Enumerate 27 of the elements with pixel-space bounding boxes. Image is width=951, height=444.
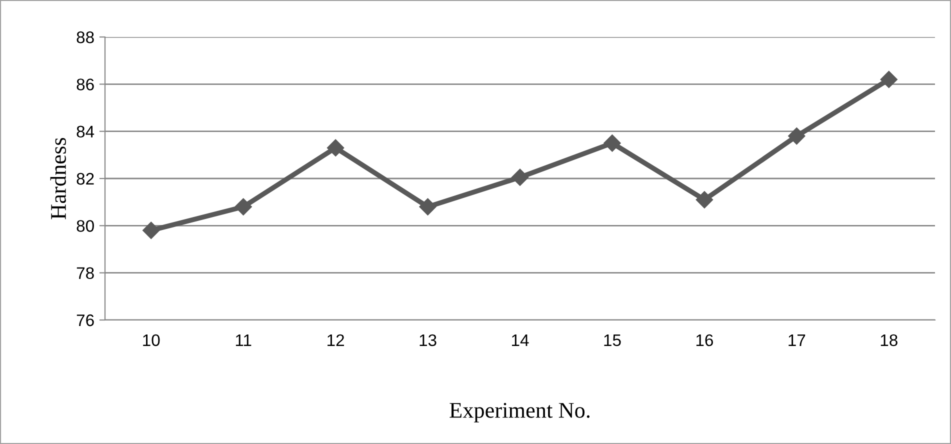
y-tick-label: 82 xyxy=(76,172,94,185)
point xyxy=(604,134,621,152)
x-tick-label: 13 xyxy=(420,334,436,346)
y-tick-label: 84 xyxy=(76,126,94,138)
y-tick-label: 88 xyxy=(76,31,94,44)
point xyxy=(234,198,252,216)
y-axis-title: Hardness xyxy=(50,138,66,220)
x-tick-label: 18 xyxy=(880,334,898,346)
y-tick-label: 78 xyxy=(76,267,94,280)
point xyxy=(511,168,529,186)
point xyxy=(327,139,344,156)
point xyxy=(419,198,436,216)
x-tick-label: 11 xyxy=(236,334,252,346)
y-tick-label: 80 xyxy=(76,220,94,232)
x-tick-label: 16 xyxy=(696,334,713,346)
x-tick-label: 17 xyxy=(788,334,806,346)
y-tick-label: 86 xyxy=(76,78,94,90)
x-tick-label: 12 xyxy=(328,334,344,346)
point xyxy=(880,70,898,88)
x-tick-label: 10 xyxy=(143,334,160,346)
x-tick-label: 14 xyxy=(512,334,529,346)
y-tick-label: 76 xyxy=(76,314,94,326)
x-tick-label: 15 xyxy=(604,334,621,346)
x-axis-title: Experiment No. xyxy=(450,402,590,422)
point xyxy=(788,128,806,145)
point xyxy=(142,222,160,239)
point xyxy=(696,191,713,208)
